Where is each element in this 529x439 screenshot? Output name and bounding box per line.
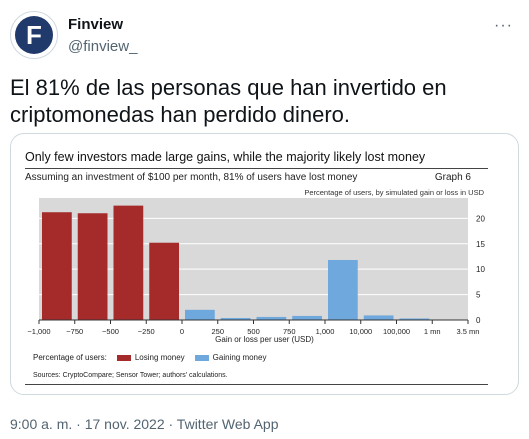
x-tick-label: 1,000 [316,327,335,336]
x-tick-label: −750 [66,327,83,336]
x-tick-label: 500 [247,327,260,336]
bar-gaining [399,318,430,320]
bar-losing [77,213,108,320]
avatar[interactable]: F [10,11,58,59]
bar-losing [113,205,144,320]
divider [25,168,488,169]
y-tick-label: 0 [476,316,481,325]
author-name[interactable]: Finview [68,16,124,33]
y-tick-label: 10 [476,265,485,274]
legend-label-losing: Losing money [134,353,185,362]
x-tick-label: −250 [138,327,155,336]
x-tick-label: 1 mn [424,327,441,336]
divider [25,384,488,385]
x-tick-label: −1,000 [27,327,50,336]
legend-label-gaining: Gaining money [212,353,267,362]
chart-title: Only few investors made large gains, whi… [25,150,426,164]
y-tick-label: 20 [476,214,485,223]
tweet-timestamp[interactable]: 9:00 a. m. · 17 nov. 2022 · Twitter Web … [10,416,279,432]
x-tick-label: 0 [180,327,184,336]
chart-source: Sources: CryptoCompare; Sensor Tower; au… [33,372,228,379]
graph-number: Graph 6 [434,172,471,183]
legend-prefix: Percentage of users: [33,353,107,362]
bar-gaining [363,315,394,320]
x-tick-label: 10,000 [349,327,372,336]
x-tick-label: 100,000 [383,327,410,336]
tweet-header: F Finview @finview_ ··· [10,11,519,59]
chart-image[interactable]: Only few investors made large gains, whi… [10,133,519,395]
x-tick-label: 750 [283,327,296,336]
y-tick-label: 5 [476,291,481,300]
y-tick-label: 15 [476,240,485,249]
bar-gaining [328,260,358,320]
bar-gaining [185,309,215,320]
bar-losing [149,242,179,320]
legend-swatch-gaining [194,354,209,361]
x-tick-label: −500 [102,327,119,336]
bar-chart: 20 15 10 5 0 −1,000 −750 −500 −250 0 250 500 750 1,00… [27,198,485,336]
more-options-icon[interactable]: ··· [494,17,513,34]
x-axis-label: Gain or loss per user (USD) [215,335,314,344]
tweet-text: El 81% de las personas que han invertido… [10,75,447,127]
bar-losing [42,212,72,320]
bar-gaining [256,316,287,320]
x-tick-label: 250 [211,327,224,336]
unit-label: Percentage of users, by simulated gain o… [304,188,484,197]
bar-gaining [292,315,322,320]
bar-gaining [220,317,251,320]
legend: Percentage of users: Losing money Gainin… [33,353,266,362]
x-tick-label: 3.5 mn [457,327,480,336]
chart-subtitle: Assuming an investment of $100 per month… [25,172,358,183]
legend-swatch-losing [116,354,131,361]
author-handle[interactable]: @finview_ [68,38,138,55]
finview-logo-icon: F [15,16,53,54]
